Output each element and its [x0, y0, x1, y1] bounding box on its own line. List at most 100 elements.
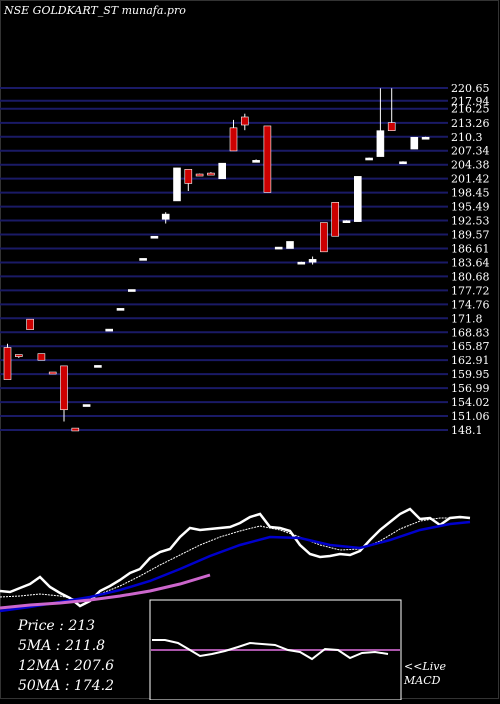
- candle-body-up: [161, 213, 170, 220]
- candle: [150, 235, 159, 239]
- candle: [15, 354, 23, 358]
- candle: [161, 212, 170, 224]
- candle-body-down: [48, 371, 57, 375]
- y-tick-label: 180.68: [451, 270, 490, 283]
- y-tick-label: 148.1: [451, 424, 483, 437]
- candle-body-up: [82, 404, 91, 407]
- y-tick-label: 201.42: [451, 173, 490, 186]
- y-tick-label: 195.49: [451, 201, 490, 214]
- grid-lines: [0, 87, 448, 431]
- candle: [353, 176, 362, 222]
- candle-body-up: [399, 161, 407, 165]
- candle-body-down: [15, 354, 23, 357]
- y-tick-label: 217.94: [451, 95, 490, 108]
- candle: [82, 404, 91, 407]
- ma-medium-line: [0, 517, 470, 601]
- candle-body-up: [297, 261, 306, 265]
- stat-price-value: 213: [68, 618, 96, 634]
- candle-body-up: [308, 259, 317, 263]
- candle-body-up: [252, 160, 260, 163]
- candle: [218, 162, 226, 180]
- candle-body-up: [353, 176, 362, 222]
- stat-50ma-label: 50MA: [18, 678, 61, 694]
- candle-body-down: [3, 347, 12, 380]
- y-tick-label: 213.26: [451, 117, 490, 130]
- candle: [184, 169, 193, 192]
- candle: [26, 318, 34, 330]
- candle-body-down: [71, 427, 80, 432]
- candle: [387, 88, 396, 131]
- candle: [241, 113, 249, 131]
- candle: [105, 328, 113, 332]
- chart-title: NSE GOLDKART_ST munafa.pro: [4, 4, 186, 17]
- candle-body-down: [331, 202, 340, 237]
- ma-slow-line: [0, 520, 471, 613]
- candle-body-up: [218, 162, 226, 180]
- candle-body-down: [195, 173, 204, 177]
- candle: [229, 119, 238, 152]
- stat-5ma-value: 211.8: [64, 638, 106, 654]
- y-tick-label: 220.65: [451, 82, 490, 95]
- candle: [421, 136, 430, 140]
- ma-fast-line: [0, 507, 471, 608]
- y-tick-label: 168.83: [451, 326, 490, 339]
- candle: [342, 220, 351, 223]
- candle-body-up: [139, 258, 147, 261]
- candle-body-up: [421, 136, 430, 140]
- candle: [37, 353, 46, 361]
- candle-body-down: [207, 172, 215, 176]
- candle: [399, 161, 407, 165]
- live-link-line2: MACD: [404, 674, 441, 687]
- candle-body-down: [387, 122, 396, 131]
- y-tick-label: 210.3: [451, 131, 483, 144]
- y-tick-label: 154.02: [451, 396, 490, 409]
- candle: [60, 365, 68, 422]
- stat-50ma: 50MA : 174.2: [18, 678, 114, 694]
- candle-body-up: [128, 289, 136, 292]
- candle: [71, 427, 80, 432]
- live-macd-link[interactable]: <<Live MACD: [404, 660, 446, 688]
- candle: [274, 246, 283, 250]
- stat-5ma: 5MA : 211.8: [18, 638, 106, 654]
- stat-price: Price : 213: [18, 618, 96, 634]
- candle: [263, 125, 272, 193]
- candle: [3, 343, 12, 380]
- candle-body-up: [105, 328, 113, 332]
- candle: [365, 157, 373, 161]
- y-tick-label: 177.72: [451, 284, 490, 297]
- y-tick-label: 171.8: [451, 312, 483, 325]
- stat-12ma: 12MA : 207.6: [18, 658, 114, 674]
- macd-panel: [149, 599, 402, 701]
- y-tick-label: 162.91: [451, 354, 490, 367]
- y-tick-label: 189.57: [451, 229, 490, 242]
- candle-body-up: [342, 220, 351, 223]
- candle-body-up: [410, 136, 419, 150]
- candle: [331, 202, 340, 237]
- candle: [173, 167, 181, 202]
- stat-12ma-label: 12MA: [18, 658, 61, 674]
- stat-12ma-value: 207.6: [73, 658, 114, 674]
- candle-body-down: [26, 318, 34, 330]
- candle-body-up: [365, 157, 373, 161]
- y-tick-label: 204.38: [451, 159, 490, 172]
- y-tick-label: 198.45: [451, 187, 490, 200]
- candle: [252, 159, 260, 163]
- y-axis-labels: 220.65217.94216.25213.26210.3207.34204.3…: [451, 82, 490, 437]
- moving-average-lines: [0, 507, 471, 613]
- candle-body-up: [150, 235, 159, 239]
- candle-body-up: [173, 167, 181, 202]
- candle: [297, 261, 306, 265]
- candle: [128, 289, 136, 292]
- candle: [286, 241, 294, 249]
- macd-line: [152, 639, 389, 661]
- ma-long-line: [0, 573, 211, 610]
- candle-body-up: [116, 308, 125, 311]
- candle-body-up: [274, 246, 283, 250]
- stats-panel: Price : 213 5MA : 211.8 12MA : 207.6 50M…: [18, 616, 114, 696]
- candle-body-down: [241, 116, 249, 126]
- candle-body-down: [263, 125, 272, 193]
- candle: [207, 172, 215, 176]
